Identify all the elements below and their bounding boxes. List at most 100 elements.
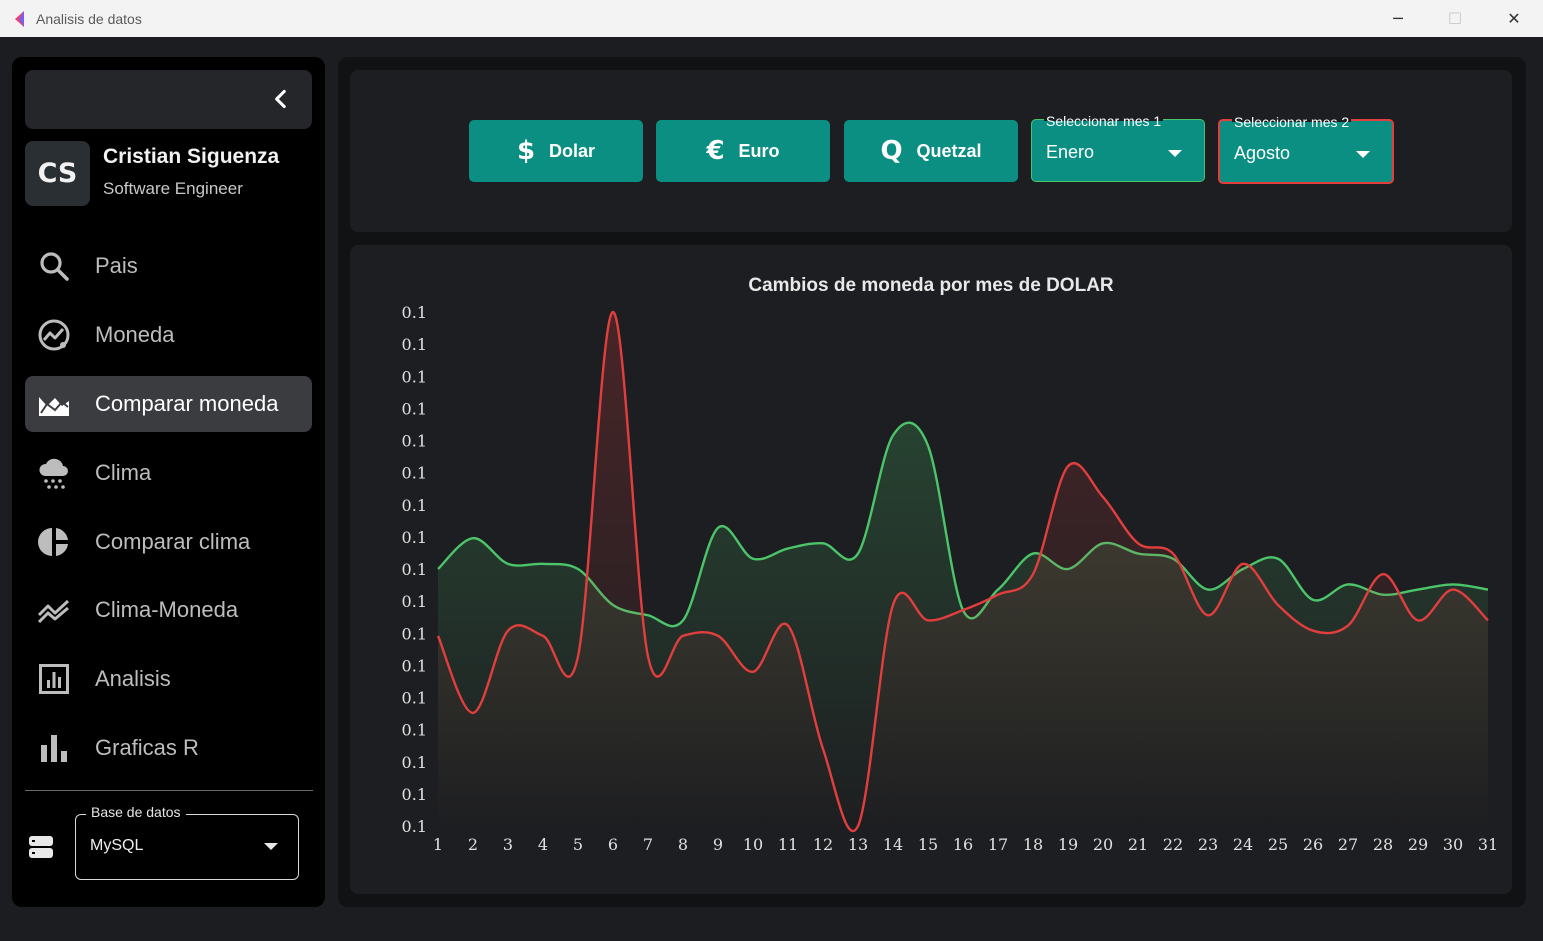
x-tick-label: 13 (848, 835, 868, 854)
x-tick-label: 1 (433, 835, 443, 854)
database-select-label: Base de datos (86, 804, 186, 820)
x-tick-label: 2 (468, 835, 478, 854)
x-tick-label: 22 (1163, 835, 1183, 854)
app-logo-icon (15, 10, 24, 27)
x-tick-label: 15 (918, 835, 938, 854)
database-select-value: MySQL (90, 837, 144, 854)
sidebar-item-moneda[interactable]: Moneda (25, 307, 312, 363)
avatar: CS (25, 141, 90, 206)
trending-icon (37, 318, 71, 352)
sidebar-item-label: Graficas R (95, 735, 199, 761)
x-tick-label: 4 (538, 835, 548, 854)
sidebar-nav: Pais Moneda Comparar moneda Clima Compar… (25, 238, 312, 789)
quetzal-icon: Q (880, 136, 903, 166)
main-panel: $ Dolar € Euro Q Quetzal Seleccionar mes… (338, 57, 1526, 907)
sidebar-divider (25, 790, 313, 791)
y-tick-label: 0.1 (402, 656, 427, 675)
minimize-button[interactable]: ─ (1393, 9, 1403, 28)
dollar-icon: $ (516, 136, 536, 166)
x-tick-label: 7 (643, 835, 653, 854)
maximize-button[interactable]: ☐ (1447, 9, 1463, 28)
chevron-left-icon[interactable] (268, 86, 294, 112)
x-tick-label: 21 (1128, 835, 1148, 854)
y-tick-label: 0.1 (402, 689, 427, 708)
sidebar-item-label: Moneda (95, 321, 175, 347)
close-button[interactable]: ✕ (1507, 9, 1521, 28)
x-tick-label: 8 (678, 835, 688, 854)
series-line-2 (436, 310, 1489, 833)
sidebar-item-graficas-r[interactable]: Graficas R (25, 720, 312, 776)
window-titlebar: Analisis de datos ─ ☐ ✕ (0, 0, 1543, 37)
series-area-2 (438, 312, 1488, 832)
y-tick-label: 0.1 (402, 753, 427, 772)
sidebar-item-label: Pais (95, 253, 138, 278)
month2-select-value: Agosto (1234, 143, 1291, 163)
y-tick-label: 0.1 (402, 399, 427, 418)
sidebar-item-label: Comparar clima (95, 528, 251, 554)
x-tick-label: 10 (743, 835, 763, 854)
storage-icon (29, 836, 53, 858)
sidebar-item-clima-moneda[interactable]: Clima-Moneda (25, 582, 312, 638)
y-tick-label: 0.1 (402, 303, 427, 322)
quetzal-button-label: Quetzal (916, 140, 982, 161)
y-tick-label: 0.1 (402, 367, 427, 386)
sidebar-item-comparar-clima[interactable]: Comparar clima (25, 514, 312, 570)
x-tick-label: 9 (713, 835, 723, 854)
sidebar-item-clima[interactable]: Clima (25, 445, 312, 501)
search-icon (37, 249, 71, 283)
sidebar-item-label: Comparar moneda (95, 390, 279, 416)
x-tick-label: 29 (1408, 835, 1428, 854)
profile-role: Software Engineer (103, 179, 243, 198)
euro-icon: € (706, 136, 725, 166)
x-tick-label: 19 (1058, 835, 1078, 854)
month1-select[interactable]: Seleccionar mes 1 Enero (1031, 113, 1205, 182)
caret-down-icon (1356, 151, 1370, 158)
multiline-chart-icon (37, 593, 71, 627)
x-tick-label: 31 (1478, 835, 1498, 854)
x-tick-label: 3 (503, 835, 513, 854)
euro-button-label: Euro (738, 140, 780, 161)
x-tick-label: 26 (1303, 835, 1323, 854)
area-chart-icon (37, 387, 71, 421)
x-tick-label: 14 (883, 835, 903, 854)
month2-select[interactable]: Seleccionar mes 2 Agosto (1218, 114, 1394, 184)
month2-select-label: Seleccionar mes 2 (1232, 114, 1352, 130)
month1-select-label: Seleccionar mes 1 (1044, 113, 1164, 129)
pie-chart-icon (37, 525, 71, 559)
y-tick-label: 0.1 (402, 785, 427, 804)
currency-line-chart: Cambios de moneda por mes de DOLAR 0.1 0.1… (402, 275, 1499, 854)
month1-select-value: Enero (1046, 142, 1095, 162)
y-tick-label: 0.1 (402, 335, 427, 354)
sidebar-item-analisis[interactable]: Analisis (25, 651, 312, 707)
y-tick-label: 0.1 (402, 496, 427, 515)
caret-down-icon (1168, 150, 1182, 157)
x-tick-label: 25 (1268, 835, 1288, 854)
x-tick-label: 23 (1198, 835, 1218, 854)
y-tick-label: 0.1 (402, 464, 427, 483)
sidebar-item-label: Analisis (95, 666, 171, 692)
database-select[interactable]: Base de datos MySQL (75, 804, 299, 880)
y-tick-label: 0.1 (402, 721, 427, 740)
x-tick-label: 28 (1373, 835, 1393, 854)
sidebar-item-pais[interactable]: Pais (25, 238, 312, 294)
quetzal-button[interactable]: Q Quetzal (844, 120, 1018, 182)
x-tick-label: 27 (1338, 835, 1358, 854)
x-tick-label: 12 (813, 835, 833, 854)
y-tick-label: 0.1 (402, 432, 427, 451)
dolar-button[interactable]: $ Dolar (469, 120, 643, 182)
window-title: Analisis de datos (36, 10, 142, 27)
euro-button[interactable]: € Euro (656, 120, 830, 182)
sidebar-item-comparar-moneda[interactable]: Comparar moneda (25, 375, 312, 432)
x-tick-label: 6 (608, 835, 618, 854)
y-tick-label: 0.1 (402, 817, 427, 836)
y-tick-label: 0.1 (402, 560, 427, 579)
sidebar-collapse-bar[interactable] (25, 70, 312, 129)
sidebar-item-label: Clima-Moneda (95, 597, 239, 623)
user-profile: CS Cristian Siguenza Software Engineer (25, 141, 315, 207)
dolar-button-label: Dolar (549, 140, 596, 161)
x-tick-label: 20 (1093, 835, 1113, 854)
x-tick-label: 17 (988, 835, 1008, 854)
x-tick-label: 16 (953, 835, 973, 854)
x-tick-label: 18 (1023, 835, 1043, 854)
sidebar: CS Cristian Siguenza Software Engineer P… (12, 57, 325, 907)
